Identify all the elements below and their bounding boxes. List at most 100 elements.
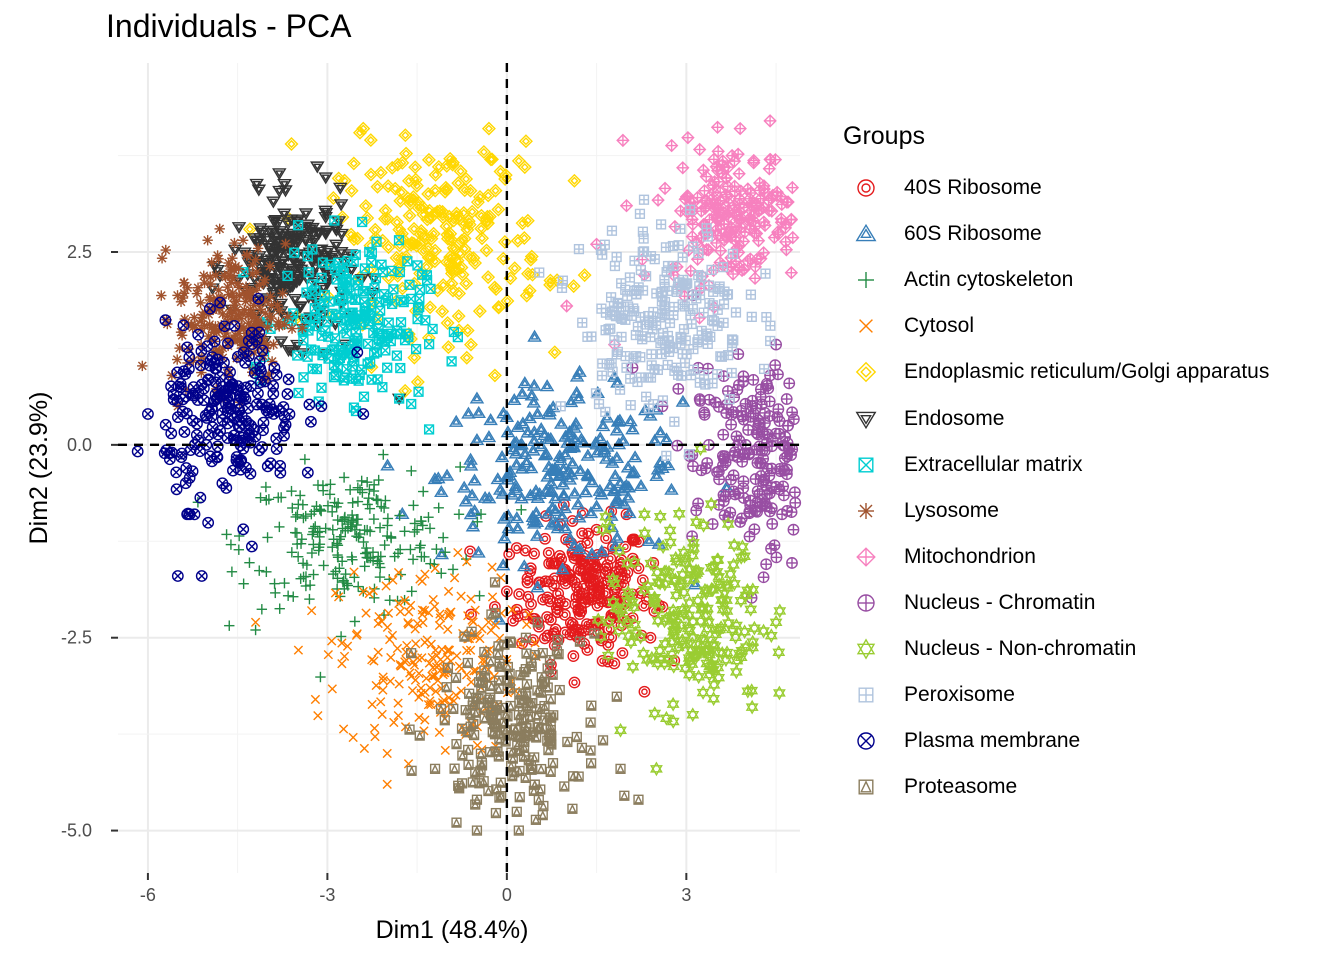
data-point: [668, 219, 682, 234]
data-point: [362, 499, 373, 510]
data-point: [765, 462, 778, 475]
data-point: [408, 657, 418, 667]
data-point: [754, 456, 766, 469]
data-point: [744, 602, 758, 617]
data-point: [616, 496, 632, 509]
data-point: [204, 271, 216, 283]
data-point: [562, 531, 578, 544]
data-point: [279, 577, 290, 589]
data-point: [438, 532, 449, 543]
data-point: [462, 645, 472, 656]
data-point: [373, 551, 384, 562]
data-point: [585, 717, 596, 728]
data-point: [318, 172, 333, 185]
data-point: [523, 461, 539, 474]
data-point: [172, 290, 183, 301]
data-point: [770, 551, 783, 564]
data-point: [757, 571, 770, 584]
data-point: [581, 592, 594, 604]
data-point: [378, 672, 388, 682]
data-point: [648, 706, 662, 721]
data-point: [391, 350, 403, 361]
data-point: [443, 624, 453, 634]
data-point: [339, 512, 350, 524]
data-point: [342, 641, 353, 651]
data-point: [395, 606, 406, 617]
data-point: [527, 329, 542, 342]
data-point: [327, 524, 338, 535]
data-point: [310, 521, 321, 532]
data-point: [501, 521, 516, 534]
data-point: [581, 644, 594, 656]
data-point: [733, 379, 745, 391]
data-point: [326, 506, 338, 518]
data-point: [394, 598, 404, 609]
data-point: [382, 779, 392, 789]
data-point: [737, 475, 750, 488]
data-point: [595, 419, 611, 432]
data-point: [477, 655, 488, 665]
data-point: [306, 605, 317, 616]
legend-label: Nucleus - Chromatin: [904, 590, 1096, 614]
data-point: [568, 676, 581, 689]
data-point: [315, 671, 326, 683]
data-point: [621, 362, 632, 373]
data-point: [294, 490, 306, 501]
data-point: [481, 430, 497, 443]
data-point: [514, 792, 525, 803]
data-point: [675, 223, 686, 234]
legend-item-proteasome: Proteasome: [843, 764, 1269, 810]
data-point: [786, 557, 798, 569]
data-point: [638, 685, 651, 698]
data-point: [178, 277, 190, 289]
data-point: [414, 668, 424, 679]
legend-key-icon: [843, 357, 889, 387]
data-point: [274, 321, 285, 332]
data-point: [743, 530, 756, 543]
data-point: [626, 659, 640, 675]
data-point: [369, 723, 380, 733]
data-point: [344, 183, 359, 198]
data-point: [337, 576, 349, 588]
legend-key-icon: [843, 265, 889, 295]
data-point: [743, 448, 755, 461]
data-point: [655, 219, 667, 230]
data-point: [506, 442, 521, 455]
legend-item-peroxisome: Peroxisome: [843, 672, 1269, 718]
data-point: [195, 570, 208, 582]
data-point: [362, 338, 374, 349]
data-point: [415, 540, 426, 551]
legend-item-plasma-membrane: Plasma membrane: [843, 718, 1269, 764]
data-point: [619, 572, 631, 585]
data-point: [377, 709, 387, 720]
data-point: [553, 550, 566, 562]
data-point: [399, 526, 410, 537]
data-point: [529, 514, 545, 527]
data-point: [327, 636, 337, 646]
legend-key-icon: [843, 496, 889, 526]
data-point: [496, 573, 506, 583]
legend-key-icon: [843, 634, 889, 664]
data-point: [453, 547, 463, 558]
data-point: [494, 633, 505, 643]
data-point: [544, 595, 556, 608]
data-point: [272, 168, 287, 181]
data-point: [397, 660, 407, 671]
data-point: [395, 317, 407, 328]
data-point: [503, 548, 516, 561]
data-point: [475, 633, 485, 644]
data-point: [487, 368, 502, 383]
data-point: [298, 512, 309, 524]
data-point: [417, 520, 428, 531]
data-point: [451, 309, 466, 324]
data-point: [596, 370, 608, 381]
data-point: [335, 631, 347, 642]
data-point: [490, 472, 506, 485]
data-point: [510, 542, 523, 554]
data-point: [463, 611, 473, 621]
data-point: [581, 536, 594, 549]
data-point: [411, 639, 421, 649]
data-point: [567, 538, 582, 551]
data-point: [335, 591, 346, 602]
data-point: [295, 538, 307, 549]
